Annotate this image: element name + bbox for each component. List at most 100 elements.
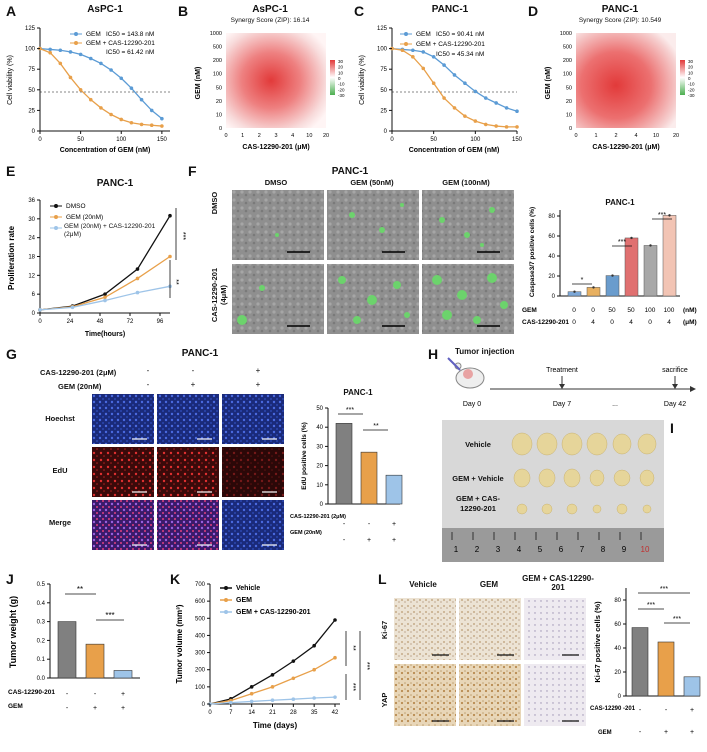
panel-d-title: PANC-1: [601, 4, 639, 15]
panel-h-timeline: Treatment sacrifice Day 0 Day 7 ... Day …: [447, 357, 696, 408]
data-point: [168, 213, 172, 218]
y-tick-label: 0: [384, 129, 388, 135]
edu-image-2: [157, 447, 219, 497]
y-tick-label: 100: [377, 47, 388, 53]
gem-label: GEM (20nM): [290, 530, 322, 536]
merge-image-2: [157, 500, 219, 550]
sig-marker: ***: [673, 616, 681, 623]
y-tick-label: 0.3: [37, 620, 46, 626]
data-point: [135, 276, 140, 281]
colorbar-tick-label: -20: [688, 87, 695, 92]
data-point: [333, 618, 337, 622]
panel-g-barchart: 0 10 20 30 40 50 EdU positive cells (%) *** *…: [290, 406, 403, 544]
data-point: [291, 676, 296, 681]
x-tick-label: 50: [430, 137, 437, 143]
data-point: [421, 66, 426, 71]
data-point: [109, 112, 113, 117]
data-point: [442, 96, 446, 100]
colorbar-tick-label: 0: [688, 76, 691, 81]
panel-i-ruler: 1 2 3 4 5 6 7 8 9 10: [442, 528, 664, 562]
ruler-label: 10: [641, 545, 650, 554]
legend-label: GEM: [416, 31, 431, 38]
day-label: Day 42: [664, 401, 686, 408]
panel-g-bar-title: PANC-1: [343, 388, 373, 397]
data-point: [249, 699, 254, 704]
y-tick-label: 0: [219, 126, 222, 132]
x-tick-label: 20: [323, 133, 329, 139]
cond-label: CAS-12290-201 (2μM): [40, 368, 117, 377]
x-tick-label: 2: [258, 133, 261, 139]
data-point: [421, 50, 426, 54]
x-tick-label: 48: [97, 319, 104, 325]
bar: [335, 423, 353, 505]
bar: [683, 676, 701, 697]
mouse-icon: [447, 357, 485, 389]
legend-marker-gem: [404, 32, 408, 36]
day-label: Day 7: [553, 401, 571, 408]
panel-f-micrographs: [232, 190, 514, 334]
panel-d-xlabel: CAS-12290-201 (μM): [592, 144, 659, 151]
yap-vehicle-image: [394, 664, 456, 726]
x-tick-label: 50: [77, 137, 84, 143]
y-tick-label: 0: [32, 129, 36, 135]
gem-value: +: [690, 729, 694, 736]
data-point: [229, 700, 233, 705]
panel-b-ylabel: GEM (nM): [195, 67, 202, 100]
y-tick-label: 20: [566, 99, 572, 105]
series-line: [39, 47, 162, 127]
x-tick-label: 21: [269, 710, 276, 716]
ki67-vehicle-image: [394, 598, 456, 660]
y-tick-label: 60: [548, 234, 555, 240]
data-point: [431, 55, 436, 59]
x-tick-label: 96: [157, 319, 164, 325]
day-label: Day 0: [463, 401, 481, 408]
data-point: [78, 52, 83, 57]
bar: [360, 451, 378, 505]
series-line: [209, 657, 336, 705]
bar: [662, 215, 677, 297]
y-tick-label: 75: [380, 67, 387, 73]
y-tick-label: 300: [195, 651, 206, 657]
gem-value: -: [343, 537, 346, 544]
cas-value: 4: [667, 319, 671, 326]
data-point: [68, 75, 73, 80]
legend-label: GEM + CAS-12290-201: [416, 41, 485, 48]
data-point: [333, 695, 337, 699]
panel-f-col-header: GEM (100nM): [442, 178, 490, 187]
y-tick-label: 400: [195, 633, 206, 639]
cond-value: +: [255, 380, 261, 389]
x-tick-label: 4: [634, 133, 637, 139]
tumor-row-label: GEM + CAS-12290-201: [456, 494, 500, 513]
colorbar: [330, 60, 335, 95]
row-label: Hoechst: [45, 414, 75, 423]
data-point: [411, 48, 415, 53]
colorbar-tick-label: -10: [688, 82, 695, 87]
panel-l-ylabel: Ki-67 positive cells (%): [593, 601, 602, 683]
y-tick-label: 0: [552, 294, 556, 300]
y-tick-label: 40: [614, 646, 621, 652]
data-point: [103, 295, 107, 300]
y-tick-label: 60: [614, 622, 621, 628]
data-point: [333, 655, 337, 660]
x-tick-label: 100: [116, 137, 127, 143]
y-tick-label: 200: [195, 668, 206, 674]
y-tick-label: 125: [25, 26, 36, 32]
y-tick-label: 25: [380, 108, 387, 114]
data-point: [291, 659, 296, 663]
heatmap-surface: [226, 33, 326, 128]
y-tick-label: 10: [566, 112, 572, 118]
gem-value: 100: [645, 307, 656, 314]
sig-marker: ***: [618, 239, 626, 246]
y-tick-label: 0.4: [37, 601, 46, 607]
panel-k-xlabel: Time (days): [253, 721, 298, 730]
bar: [113, 670, 133, 679]
y-tick-label: 20: [614, 670, 621, 676]
data-point: [431, 81, 436, 86]
data-point: [103, 292, 107, 296]
row-label-gem: GEM: [522, 307, 537, 314]
panel-d-ylabel: GEM (nM): [545, 67, 552, 100]
y-tick-label: 50: [28, 88, 35, 94]
data-point: [249, 691, 254, 696]
panel-letter-b: B: [178, 3, 189, 19]
legend-label: GEM (20nM): [66, 214, 103, 221]
